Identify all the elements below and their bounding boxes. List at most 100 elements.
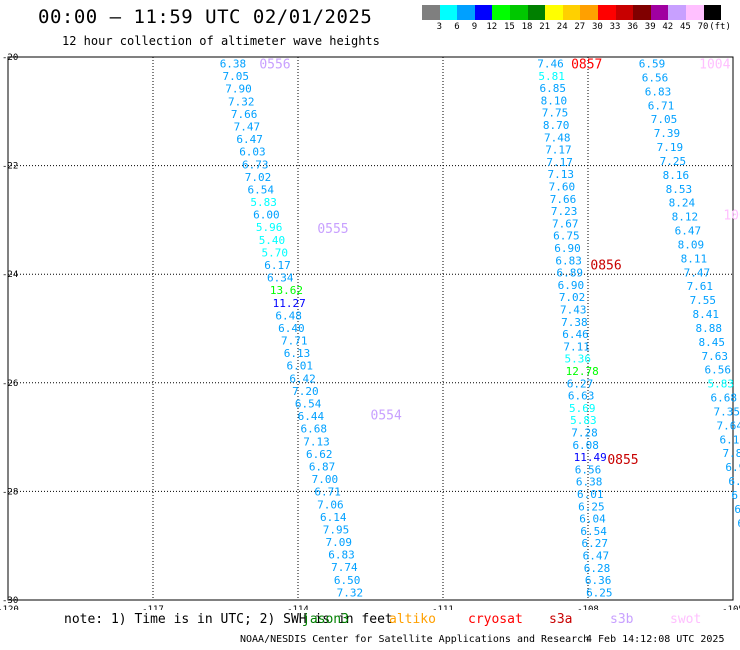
colorbar-tick-label: 42 — [662, 22, 674, 32]
wave-height-value: 7.71 — [281, 335, 308, 348]
wave-height-value: 7.35 — [713, 405, 740, 418]
wave-height-value: 12.78 — [566, 365, 599, 378]
latitude-label: -22 — [2, 162, 18, 172]
wave-height-value: 7.20 — [292, 385, 319, 398]
wave-height-value: 6.38 — [220, 58, 247, 71]
wave-height-value: 7.67 — [552, 217, 579, 230]
colorbar-unit: (ft) — [709, 22, 731, 32]
colorbar-swatch — [439, 5, 458, 20]
wave-height-value: 6.56 — [575, 463, 602, 476]
wave-height-value: 8.24 — [669, 197, 696, 210]
wave-height-value: 7.61 — [687, 280, 714, 293]
wave-height-value: 6.87 — [734, 503, 740, 516]
wave-height-value: 7.32 — [228, 95, 255, 108]
wave-height-value: 6.98 — [737, 517, 740, 530]
wave-height-value: 6.73 — [242, 158, 269, 171]
wave-height-value: 7.43 — [560, 304, 587, 317]
wave-height-value: 7.90 — [225, 83, 252, 96]
wave-height-value: 7.47 — [234, 120, 261, 133]
pass-time-label: 1005 — [723, 208, 740, 223]
wave-height-value: 7.84 — [722, 447, 740, 460]
colorbar-swatch — [668, 5, 686, 20]
wave-height-value: 6.47 — [583, 549, 610, 562]
colorbar-swatch — [562, 5, 581, 20]
colorbar-swatch — [703, 5, 722, 20]
wave-height-value: 7.02 — [245, 171, 272, 184]
wave-height-value: 7.11 — [563, 340, 590, 353]
wave-height-value: 6.83 — [328, 549, 355, 562]
colorbar-tick-label: 36 — [627, 22, 639, 32]
wave-height-value: 6.28 — [584, 562, 611, 575]
wave-height-value: 7.66 — [550, 193, 577, 206]
wave-height-value: 6.68 — [300, 423, 327, 436]
colorbar-tick-label: 24 — [556, 22, 568, 32]
wave-height-value: 6.03 — [239, 146, 266, 159]
colorbar-tick-label: 9 — [471, 22, 478, 32]
satellite-legend-item: jason3 — [302, 612, 349, 627]
wave-height-value: 6.87 — [309, 460, 336, 473]
wave-height-value: 6.54 — [295, 398, 322, 411]
wave-height-value: 7.32 — [337, 586, 364, 599]
wave-height-value: 6.34 — [267, 272, 294, 285]
wave-height-value: 7.64 — [716, 419, 740, 432]
wave-height-value: 6.17 — [264, 259, 291, 272]
wave-height-value: 8.12 — [672, 211, 699, 224]
colorbar-tick-label: 18 — [521, 22, 533, 32]
colorbar-swatch — [509, 5, 528, 20]
satellite-legend-item: cryosat — [468, 612, 523, 627]
colorbar-swatch — [685, 5, 704, 20]
colorbar-tick-label: 15 — [504, 22, 515, 32]
wave-height-value: 8.11 — [681, 252, 708, 265]
wave-height-value: 6.54 — [248, 183, 275, 196]
pass-time-label: 0855 — [607, 453, 638, 468]
wave-height-value: 6.47 — [728, 475, 740, 488]
latitude-label: -24 — [2, 270, 18, 280]
wave-height-value: 5.40 — [259, 234, 286, 247]
wave-height-value: 7.46 — [537, 58, 564, 71]
wave-height-value: 7.48 — [544, 131, 571, 144]
colorbar-swatch — [527, 5, 546, 20]
colorbar-tick-label: 45 — [680, 22, 691, 32]
wave-height-value: 6.71 — [648, 99, 675, 112]
wave-height-value: 7.75 — [542, 107, 569, 120]
wave-height-value: 7.02 — [559, 291, 586, 304]
map-frame — [7, 56, 734, 601]
colorbar-swatch — [615, 5, 634, 20]
wave-height-value: 7.05 — [651, 113, 678, 126]
wave-height-value: 6.47 — [675, 225, 702, 238]
wave-height-value: 6.01 — [287, 360, 314, 373]
wave-height-value: 7.60 — [549, 181, 576, 194]
wave-height-value: 6.56 — [705, 364, 732, 377]
map-plot[interactable]: -120 -117 -114 -111 -108 -105 -20 -22 -24 -26 -28 -… — [0, 0, 740, 610]
wave-height-value: 5.96 — [256, 221, 283, 234]
wave-height-value: 8.10 — [541, 94, 568, 107]
colorbar-tick-label: 39 — [644, 22, 656, 32]
wave-height-value: 6.90 — [554, 242, 581, 255]
wave-height-value: 6.71 — [314, 486, 341, 499]
wave-height-value: 6.75 — [553, 230, 580, 243]
wave-height-value: 6.14 — [320, 511, 347, 524]
wave-height-value: 7.13 — [547, 168, 574, 181]
wave-height-value: 6.89 — [557, 267, 584, 280]
longitude-label: -108 — [577, 605, 599, 610]
wave-height-value: 8.53 — [666, 183, 693, 196]
colorbar-tick-label: 70 — [697, 22, 709, 32]
wave-height-value: 8.70 — [543, 119, 570, 132]
wave-height-value: 6.40 — [278, 322, 305, 335]
wave-height-value: 6.63 — [568, 390, 595, 403]
wave-height-value: 6.42 — [289, 372, 316, 385]
wave-height-value: 7.47 — [684, 266, 711, 279]
wave-height-value: 6.25 — [578, 500, 605, 513]
wave-height-value: 6.17 — [719, 433, 740, 446]
wave-height-value: 7.17 — [546, 156, 573, 169]
colorbar-swatch — [457, 5, 475, 20]
wave-height-value: 7.39 — [654, 127, 681, 140]
wave-height-value: 7.19 — [657, 141, 684, 154]
colorbar-swatch — [474, 5, 493, 20]
wave-height-value: 5.36 — [564, 353, 591, 366]
colorbar-tick-label: 12 — [486, 22, 498, 32]
latitude-label: -20 — [2, 53, 18, 63]
wave-height-value: 6.68 — [710, 392, 737, 405]
wave-height-value: 7.66 — [231, 108, 257, 121]
wave-height-value: 6.95 — [725, 461, 740, 474]
